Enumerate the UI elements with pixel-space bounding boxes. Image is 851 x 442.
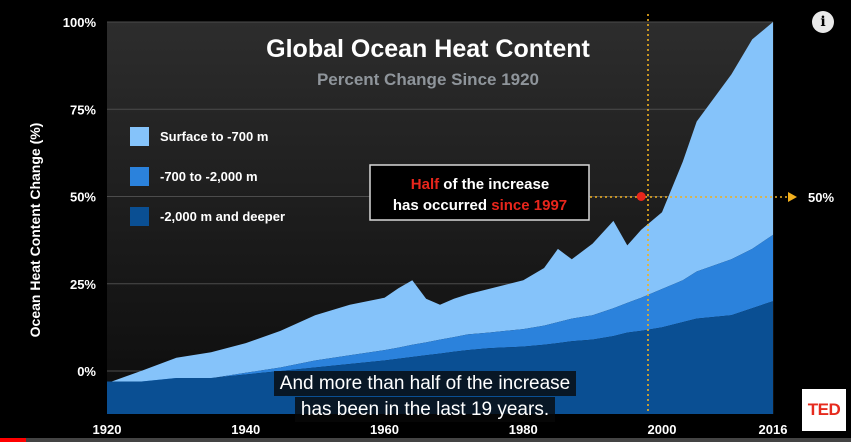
x-tick-label: 1980	[509, 422, 538, 437]
annotation-line-1: Half of the increase	[411, 176, 549, 193]
area-surface	[107, 22, 773, 384]
annotation-since: since 1997	[491, 197, 567, 214]
annotation-increase: of the increase	[439, 176, 549, 193]
caption-line-1: And more than half of the increase	[273, 371, 577, 396]
legend-swatch	[130, 207, 149, 226]
x-tick-label: 2016	[759, 422, 788, 437]
annotation-box	[369, 164, 590, 221]
legend-label: Surface to -700 m	[160, 129, 268, 144]
area-2000-deeper	[107, 301, 773, 414]
y-tick-label: 50%	[70, 190, 96, 205]
y-tick-label: 75%	[70, 102, 96, 117]
y-tick-label: 25%	[70, 277, 96, 292]
annotation-line-2: has occurred since 1997	[393, 197, 567, 214]
stacked-areas	[107, 22, 774, 414]
arrow-50-icon	[788, 192, 797, 202]
area-700-2000	[107, 234, 773, 384]
x-tick-label: 2000	[648, 422, 677, 437]
ted-logo[interactable]: TED	[802, 389, 846, 431]
right-edge-shadow	[773, 22, 774, 414]
annotation-half: Half	[411, 176, 440, 193]
legend-swatch	[130, 167, 149, 186]
y-tick-label: 0%	[77, 364, 96, 379]
legend-label: -2,000 m and deeper	[160, 209, 285, 224]
video-progress-fill	[0, 438, 26, 442]
info-icon[interactable]: i	[812, 11, 834, 33]
caption: And more than half of the increase has b…	[255, 371, 595, 423]
chart-subtitle: Percent Change Since 1920	[317, 70, 539, 89]
annotation-occurred: has occurred	[393, 197, 491, 214]
chart-title: Global Ocean Heat Content	[266, 35, 590, 63]
x-tick-label: 1960	[370, 422, 399, 437]
y-axis-label: Ocean Heat Content Change (%)	[27, 123, 43, 338]
half-point-marker	[636, 192, 646, 201]
x-tick-label: 1920	[93, 422, 122, 437]
caption-line-2: has been in the last 19 years.	[294, 397, 556, 422]
x-axis-ticks: 1920 1940 1960 1980 2000 2016	[93, 422, 788, 437]
legend: Surface to -700 m -700 to -2,000 m -2,000 …	[130, 127, 285, 226]
ted-logo-text: TED	[807, 400, 841, 419]
x-tick-label: 1940	[231, 422, 260, 437]
y-tick-label: 100%	[63, 15, 97, 30]
right-50-label: 50%	[808, 190, 834, 205]
y-axis-ticks: 0% 25% 50% 75% 100%	[63, 15, 97, 379]
legend-label: -700 to -2,000 m	[160, 169, 258, 184]
video-progress-bar[interactable]	[0, 438, 851, 442]
legend-swatch	[130, 127, 149, 146]
